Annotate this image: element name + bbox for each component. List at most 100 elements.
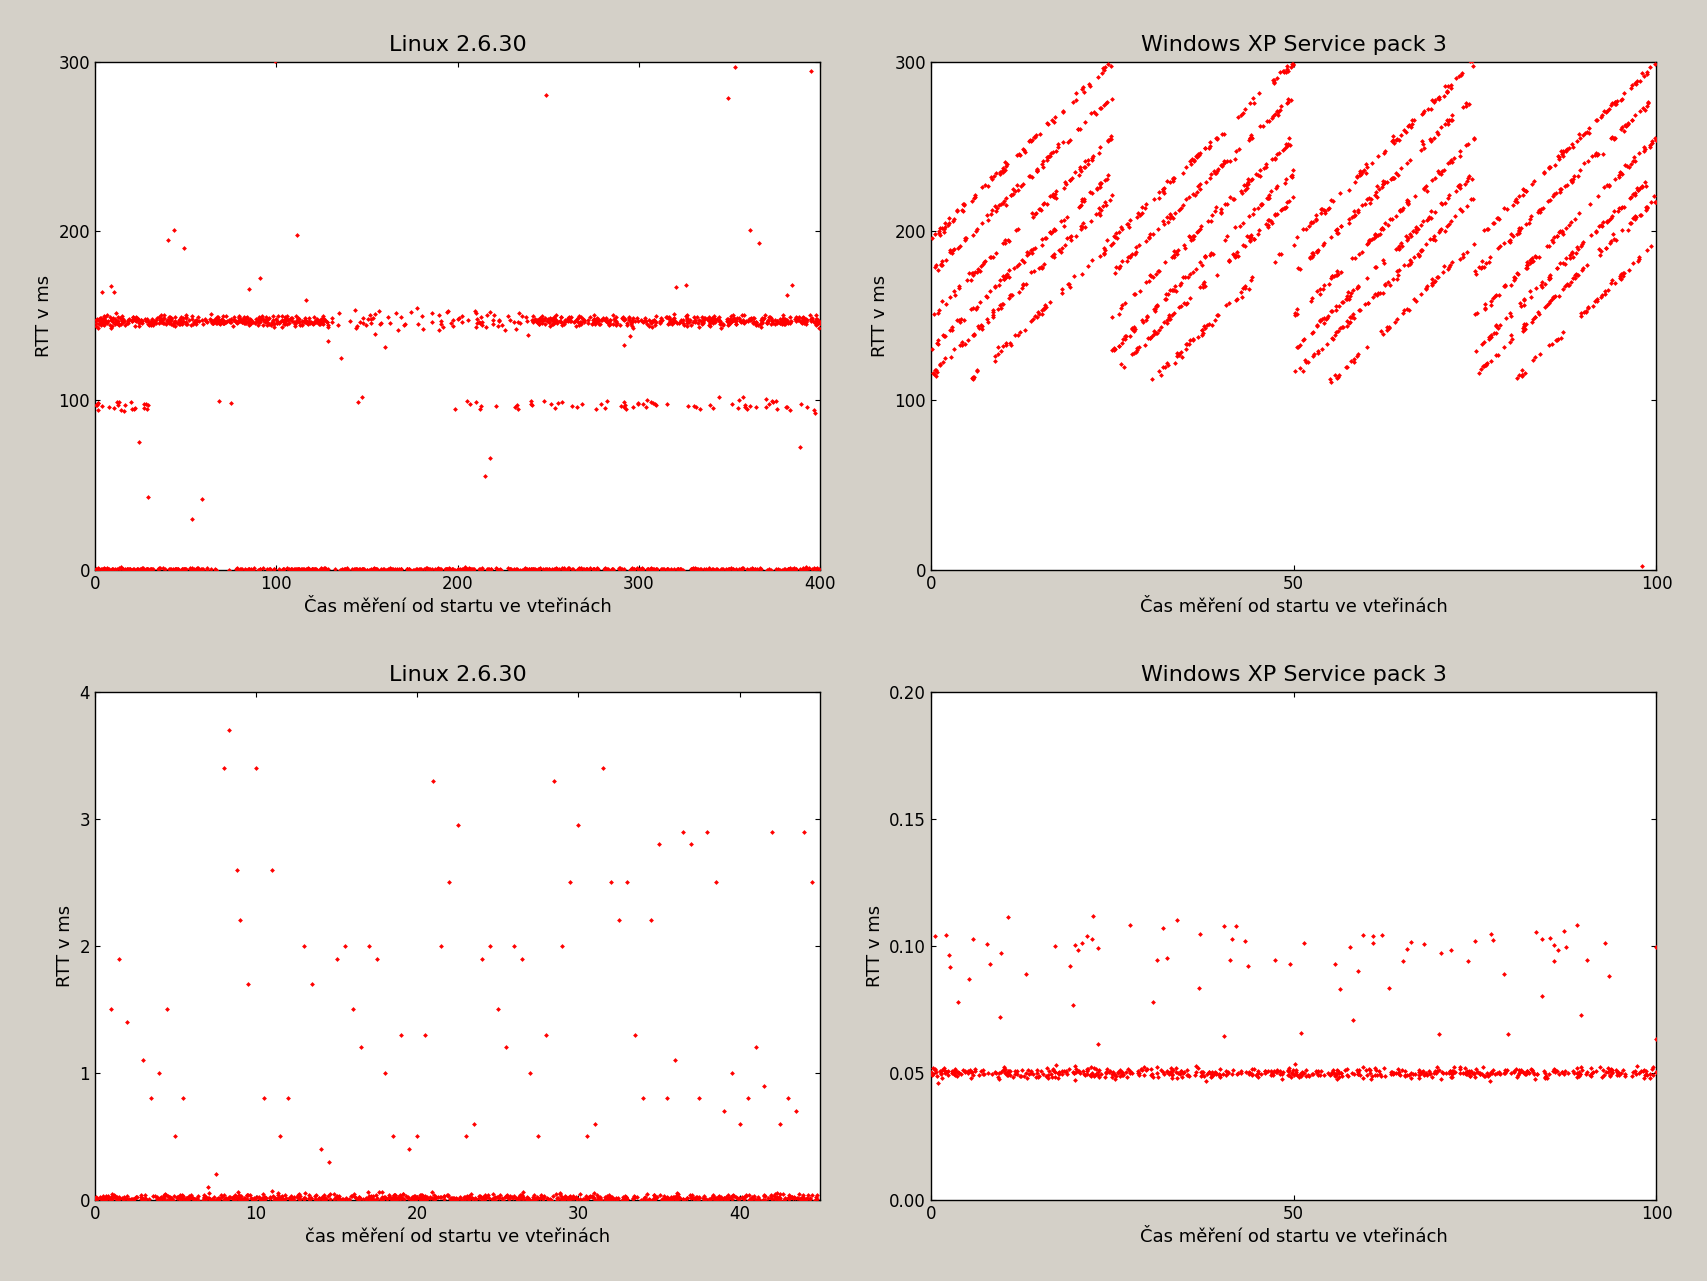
Point <box>1268 1065 1296 1085</box>
Point <box>1608 90 1635 110</box>
Point <box>1506 1063 1533 1084</box>
Point <box>1608 163 1635 183</box>
Point <box>377 557 405 578</box>
Point <box>85 560 113 580</box>
Point <box>1156 1063 1183 1084</box>
Point <box>324 1185 352 1205</box>
Point <box>505 1186 533 1207</box>
Point <box>1306 283 1333 304</box>
Point <box>1318 190 1345 210</box>
Point <box>1323 219 1350 240</box>
Point <box>1251 1062 1279 1082</box>
Point <box>654 395 681 415</box>
Point <box>1555 214 1582 234</box>
Point <box>1422 1063 1449 1084</box>
Point <box>1323 1063 1350 1084</box>
Point <box>271 307 299 328</box>
Point <box>149 313 176 333</box>
Point <box>1625 247 1652 268</box>
Point <box>980 247 1007 268</box>
Point <box>655 309 683 329</box>
Point <box>1477 924 1504 944</box>
Point <box>1354 337 1381 357</box>
Point <box>370 1189 398 1209</box>
Point <box>435 301 463 322</box>
Point <box>628 559 655 579</box>
Point <box>705 1185 732 1205</box>
Point <box>398 1189 425 1209</box>
Point <box>452 560 480 580</box>
Point <box>696 310 724 330</box>
Point <box>539 560 567 580</box>
Point <box>1116 246 1144 266</box>
Point <box>1352 154 1379 174</box>
Point <box>1417 208 1444 228</box>
Point <box>531 310 558 330</box>
Point <box>179 1189 207 1209</box>
Point <box>1120 283 1147 304</box>
Point <box>131 1185 159 1205</box>
Point <box>227 1189 254 1209</box>
Point <box>408 306 435 327</box>
Point <box>1502 1058 1529 1079</box>
Point <box>178 509 205 529</box>
Point <box>1016 1065 1043 1085</box>
Point <box>1570 302 1598 323</box>
Point <box>502 559 529 579</box>
Point <box>1215 293 1243 314</box>
Point <box>355 1187 382 1208</box>
Point <box>959 929 987 949</box>
Point <box>1311 307 1338 328</box>
Point <box>570 559 597 579</box>
Point <box>785 310 813 330</box>
Point <box>463 304 490 324</box>
Point <box>784 309 811 329</box>
Point <box>1005 145 1033 165</box>
Point <box>403 1189 430 1209</box>
Point <box>1634 63 1661 83</box>
Point <box>500 935 527 956</box>
Point <box>1560 246 1588 266</box>
Point <box>311 1187 338 1208</box>
Point <box>452 1126 480 1146</box>
Point <box>1596 210 1623 231</box>
Point <box>1582 110 1610 131</box>
Point <box>1514 252 1541 273</box>
Point <box>164 1186 191 1207</box>
Point <box>294 313 321 333</box>
Point <box>104 311 131 332</box>
Point <box>118 310 145 330</box>
Point <box>1057 956 1084 976</box>
Point <box>1364 177 1391 197</box>
Point <box>466 1185 493 1205</box>
Point <box>360 1189 387 1209</box>
Point <box>683 1186 710 1207</box>
Point <box>941 1063 968 1084</box>
Point <box>722 311 749 332</box>
Point <box>611 1189 638 1209</box>
Point <box>1238 1058 1265 1079</box>
Point <box>1190 323 1217 343</box>
Point <box>621 1025 649 1045</box>
Point <box>1582 1061 1610 1081</box>
Point <box>1601 128 1628 149</box>
Point <box>480 305 507 325</box>
Point <box>1214 150 1241 170</box>
Point <box>270 313 297 333</box>
Point <box>1121 243 1149 264</box>
Point <box>234 560 261 580</box>
Point <box>927 1065 954 1085</box>
Point <box>1359 229 1386 250</box>
Point <box>782 1100 809 1121</box>
Point <box>519 311 546 332</box>
Point <box>1159 208 1186 228</box>
Point <box>560 311 587 332</box>
Point <box>1408 283 1436 304</box>
Point <box>1384 238 1412 259</box>
Point <box>302 311 329 332</box>
Point <box>316 1184 343 1204</box>
Point <box>92 1189 119 1209</box>
Point <box>316 1189 343 1209</box>
Point <box>1605 1065 1632 1085</box>
Point <box>1067 196 1094 216</box>
